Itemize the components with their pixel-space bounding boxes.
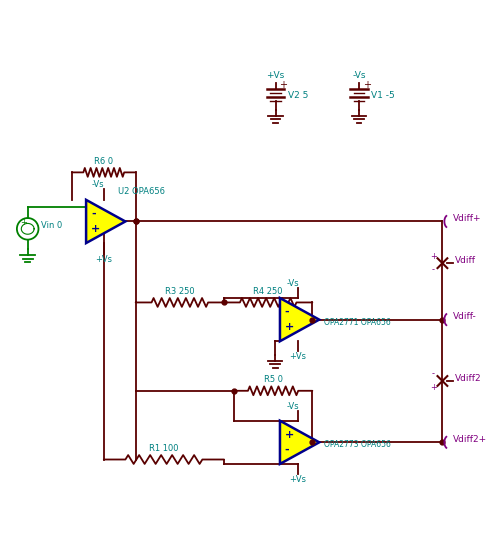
Text: -Vs: -Vs — [352, 71, 365, 80]
Text: Vdiff: Vdiff — [454, 256, 475, 265]
Text: -: - — [431, 370, 434, 378]
Text: +: + — [429, 383, 436, 393]
Text: +Vs: +Vs — [266, 71, 284, 80]
Text: Vdiff2: Vdiff2 — [454, 373, 480, 383]
Text: -Vs: -Vs — [286, 401, 299, 411]
Text: +: + — [91, 224, 100, 234]
Text: -: - — [284, 445, 289, 455]
Text: OPA2771 OPA656: OPA2771 OPA656 — [324, 318, 390, 327]
Text: V1 -5: V1 -5 — [371, 91, 394, 100]
Text: +Vs: +Vs — [95, 255, 112, 264]
Polygon shape — [280, 421, 319, 464]
Text: +: + — [284, 430, 294, 440]
Text: R5 0: R5 0 — [263, 376, 282, 384]
Text: -Vs: -Vs — [91, 180, 104, 189]
Text: R6 0: R6 0 — [94, 157, 113, 166]
Text: OPA2773 OPA656: OPA2773 OPA656 — [324, 440, 390, 449]
Text: V2 5: V2 5 — [287, 91, 308, 100]
Text: -: - — [91, 209, 95, 219]
Text: +Vs: +Vs — [289, 475, 306, 484]
Text: +: + — [362, 80, 370, 90]
Text: +: + — [279, 80, 287, 90]
Text: U2 OPA656: U2 OPA656 — [118, 187, 165, 195]
Text: +: + — [284, 322, 294, 332]
Text: -: - — [431, 265, 434, 275]
Text: Vdiff-: Vdiff- — [452, 312, 476, 321]
Text: R1 100: R1 100 — [149, 444, 178, 453]
Text: -Vs: -Vs — [286, 279, 299, 288]
Text: R3 250: R3 250 — [165, 287, 194, 296]
Text: R4 250: R4 250 — [253, 287, 283, 296]
Text: +: + — [20, 218, 27, 228]
Text: Vdiff2+: Vdiff2+ — [452, 435, 486, 444]
Text: Vin 0: Vin 0 — [42, 221, 63, 230]
Text: +: + — [429, 252, 436, 261]
Text: -: - — [284, 307, 289, 317]
Text: +Vs: +Vs — [289, 352, 306, 361]
Polygon shape — [86, 200, 125, 243]
Text: Vdiff+: Vdiff+ — [452, 214, 481, 223]
Polygon shape — [280, 298, 319, 341]
